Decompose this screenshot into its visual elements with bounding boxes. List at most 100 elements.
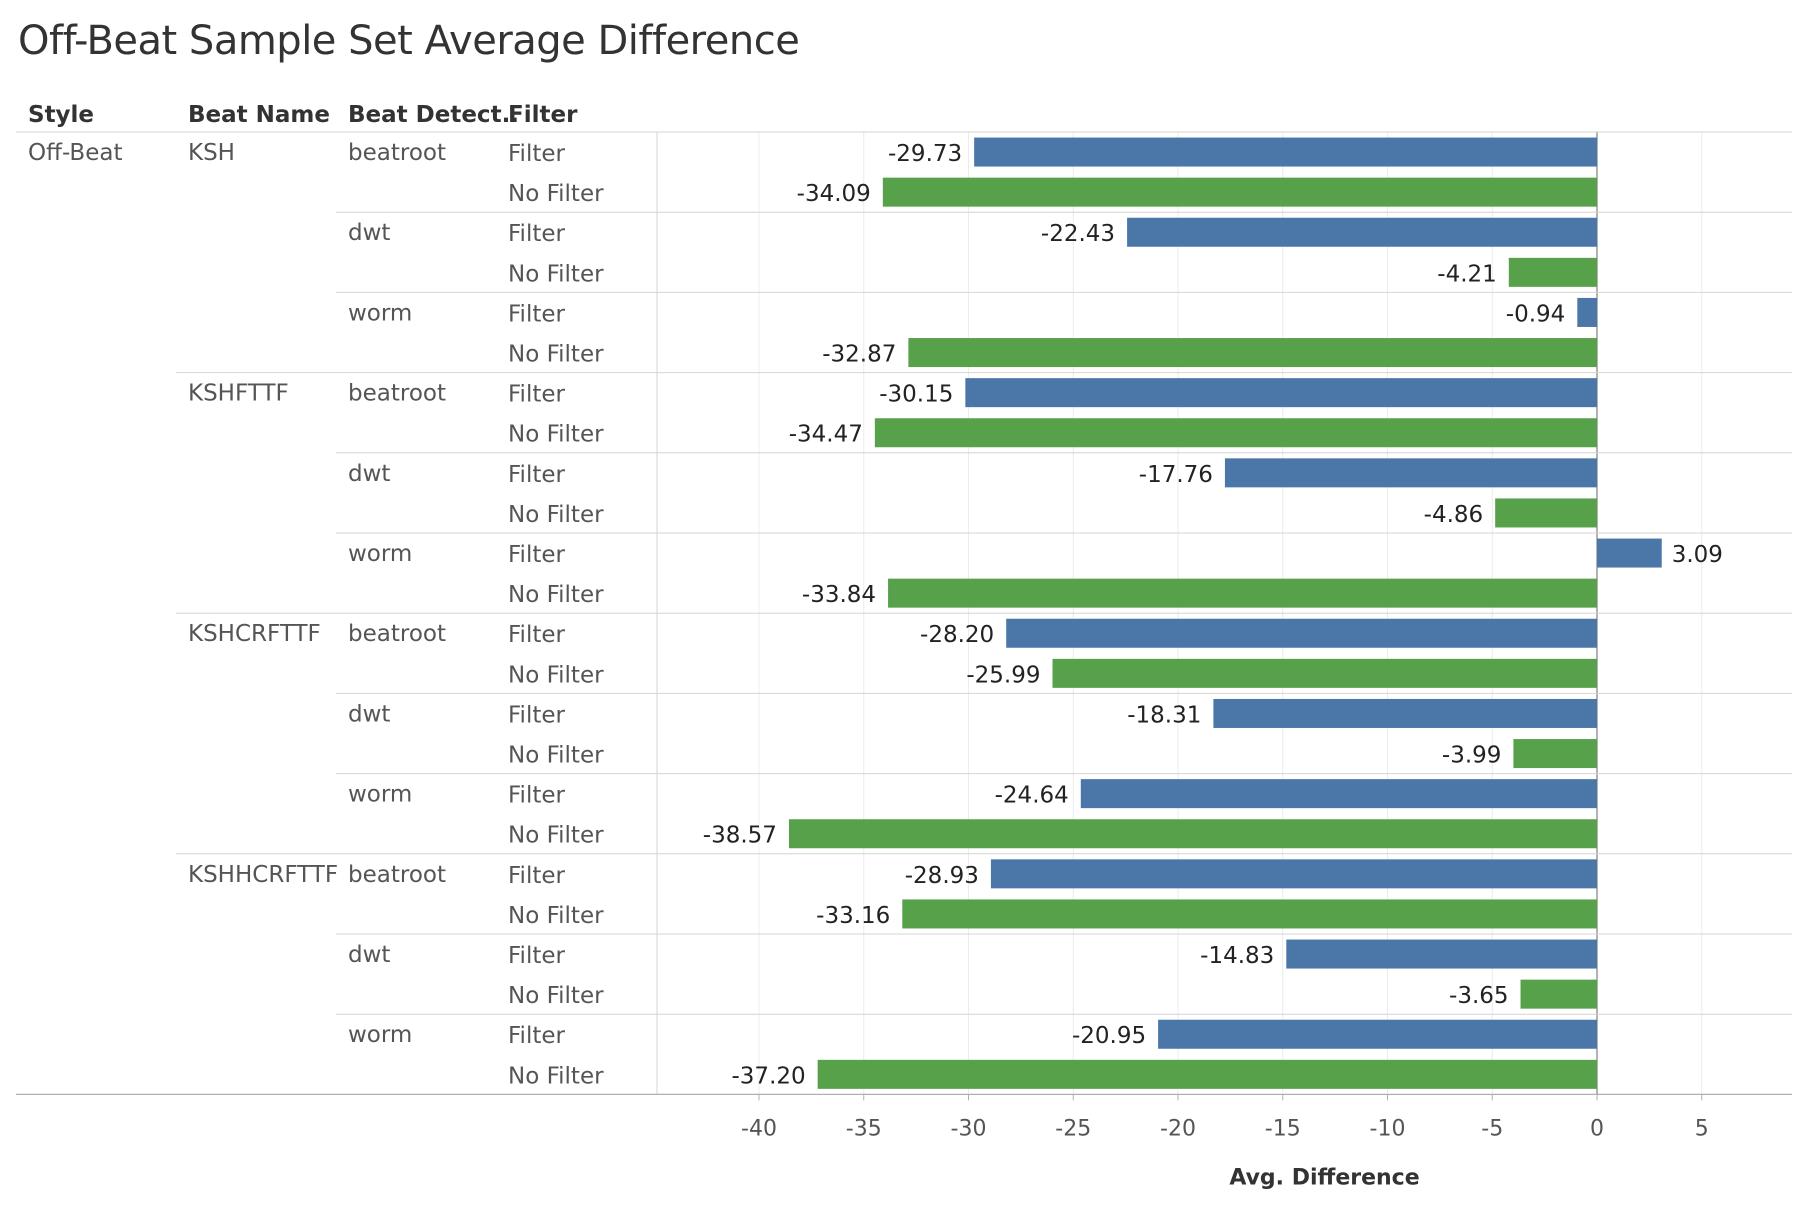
- filter-label: No Filter: [508, 502, 604, 528]
- bar-filter: [1158, 1019, 1597, 1049]
- data-label: -3.65: [1449, 983, 1509, 1009]
- data-label: -29.73: [888, 141, 962, 167]
- data-label: -14.83: [1200, 943, 1274, 969]
- x-axis: -40 -35 -30 -25 -20 -15 -10 -5 0 5 Avg. Difference: [741, 1094, 1709, 1190]
- filter-label: Filter: [508, 863, 566, 889]
- filter-label: Filter: [508, 542, 566, 568]
- beat-detector-label: dwt: [348, 220, 390, 246]
- data-label: -34.09: [797, 181, 871, 207]
- column-header: Beat Name: [188, 102, 330, 128]
- bar-filter: [1577, 297, 1597, 327]
- filter-label: No Filter: [508, 743, 604, 769]
- filter-label: Filter: [508, 622, 566, 648]
- beat-detector-label: beatroot: [348, 862, 446, 888]
- bar-no-filter: [788, 819, 1597, 849]
- bars: [788, 137, 1662, 1089]
- filter-label: No Filter: [508, 582, 604, 608]
- bar-filter: [1224, 458, 1597, 488]
- filter-label: No Filter: [508, 342, 604, 368]
- beat-name-label: KSHFTTF: [188, 381, 289, 407]
- beat-detector-label: beatroot: [348, 621, 446, 647]
- beat-detector-label: dwt: [348, 942, 390, 968]
- data-label: -32.87: [822, 342, 896, 368]
- bar-no-filter: [1513, 739, 1597, 769]
- tick-label: -35: [846, 1116, 882, 1141]
- filter-label: Filter: [508, 943, 566, 969]
- beat-detector-label: worm: [348, 1022, 412, 1048]
- bar-filter: [990, 859, 1597, 889]
- bar-filter: [1597, 538, 1662, 568]
- data-label: -24.64: [995, 783, 1069, 809]
- filter-label: No Filter: [508, 1063, 604, 1089]
- data-label: -4.21: [1437, 261, 1497, 287]
- tick-label: -15: [1265, 1116, 1301, 1141]
- filter-label: Filter: [508, 301, 566, 327]
- tick-label: 5: [1695, 1116, 1709, 1141]
- bar-no-filter: [874, 418, 1597, 448]
- beat-name-label: KSH: [188, 140, 235, 166]
- data-label: -30.15: [879, 382, 953, 408]
- data-label: -18.31: [1127, 702, 1201, 728]
- bar-filter: [1213, 698, 1597, 728]
- filter-label: Filter: [508, 702, 566, 728]
- bar-no-filter: [1508, 257, 1597, 287]
- bar-no-filter: [908, 338, 1597, 368]
- data-label: -34.47: [789, 422, 863, 448]
- beat-name-label: KSHCRFTTF: [188, 621, 321, 647]
- beat-detector-label: dwt: [348, 461, 390, 487]
- column-headers: Style Beat Name Beat Detect..Filter: [28, 102, 578, 128]
- bar-no-filter: [1520, 979, 1597, 1009]
- filter-label: No Filter: [508, 903, 604, 929]
- tick-label: -25: [1055, 1116, 1091, 1141]
- tick-label: -30: [951, 1116, 987, 1141]
- style-label: Off-Beat: [28, 140, 122, 166]
- beat-detector-label: dwt: [348, 701, 390, 727]
- beat-detector-label: worm: [348, 300, 412, 326]
- bar-filter: [965, 378, 1597, 408]
- data-label: -33.16: [816, 903, 890, 929]
- data-label: -28.20: [920, 622, 994, 648]
- tick-label: 0: [1590, 1116, 1604, 1141]
- filter-label: No Filter: [508, 261, 604, 287]
- tick-label: -20: [1160, 1116, 1196, 1141]
- bar-filter: [1080, 779, 1597, 809]
- data-label: 3.09: [1672, 542, 1723, 568]
- page-title: Off-Beat Sample Set Average Difference: [18, 18, 800, 64]
- data-label: -37.20: [732, 1063, 806, 1089]
- filter-label: No Filter: [508, 823, 604, 849]
- filter-label: No Filter: [508, 662, 604, 688]
- bar-no-filter: [1052, 658, 1597, 688]
- data-label: -28.93: [905, 863, 979, 889]
- data-label: -4.86: [1424, 502, 1484, 528]
- data-label: -20.95: [1072, 1023, 1146, 1049]
- bar-filter: [1127, 217, 1597, 247]
- data-label: -22.43: [1041, 221, 1115, 247]
- data-label: -0.94: [1506, 301, 1566, 327]
- row-separators: [16, 131, 1792, 1096]
- bar-filter: [974, 137, 1597, 167]
- column-header: Style: [28, 102, 94, 128]
- data-label: -38.57: [703, 823, 777, 849]
- beat-detector-label: worm: [348, 782, 412, 808]
- x-axis-title: Avg. Difference: [1229, 1165, 1419, 1190]
- bar-filter: [1006, 618, 1597, 648]
- column-header: Filter: [508, 102, 578, 128]
- bar-no-filter: [882, 177, 1597, 207]
- bar-filter: [1286, 939, 1597, 969]
- bar-no-filter: [888, 578, 1597, 608]
- data-label: -3.99: [1442, 743, 1502, 769]
- beat-detector-label: beatroot: [348, 140, 446, 166]
- tick-label: -40: [741, 1116, 777, 1141]
- filter-label: No Filter: [508, 422, 604, 448]
- filter-label: Filter: [508, 783, 566, 809]
- tick-label: -5: [1481, 1116, 1503, 1141]
- filter-label: No Filter: [508, 181, 604, 207]
- column-header: Beat Detect..: [348, 102, 519, 128]
- data-label: -17.76: [1139, 462, 1213, 488]
- row-labels: Off-Beat KSH beatroot Filter No Filter dwt Fil…: [28, 140, 604, 1089]
- filter-label: Filter: [508, 221, 566, 247]
- beat-name-label: KSHHCRFTTF: [188, 862, 338, 888]
- filter-label: Filter: [508, 382, 566, 408]
- filter-label: No Filter: [508, 983, 604, 1009]
